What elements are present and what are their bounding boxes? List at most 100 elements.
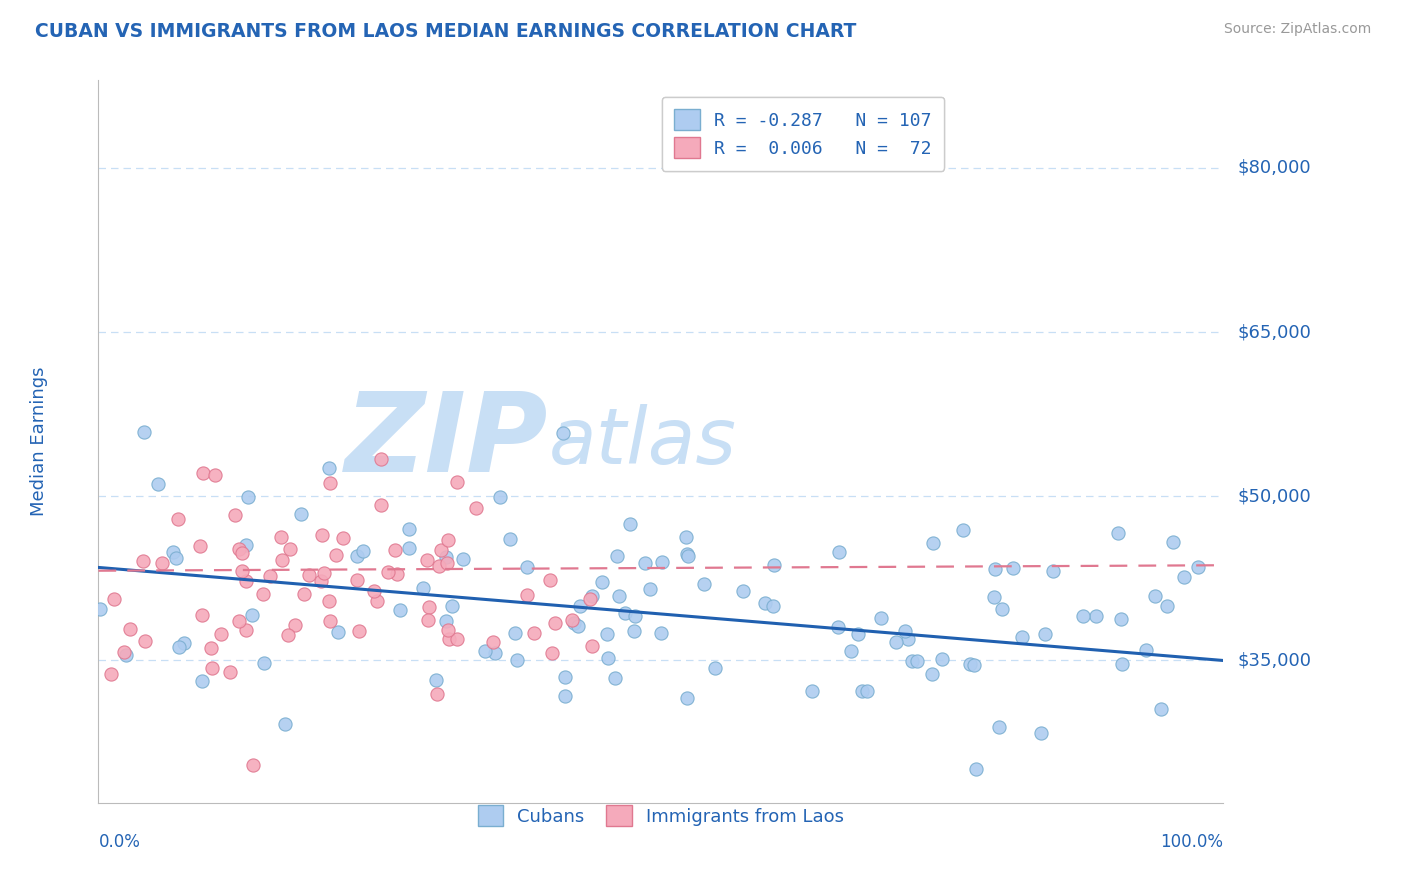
Point <box>1073 609 1095 624</box>
Point <box>1042 564 1064 578</box>
Point <box>363 583 385 598</box>
Point <box>425 673 447 687</box>
Point <box>827 620 849 634</box>
Text: $35,000: $35,000 <box>1237 651 1312 670</box>
Point <box>581 590 603 604</box>
Point <box>607 589 630 603</box>
Point <box>318 461 340 475</box>
Point <box>579 591 602 606</box>
Point <box>855 683 877 698</box>
Point <box>562 616 585 631</box>
Point <box>603 671 626 685</box>
Point <box>640 582 662 597</box>
Point <box>377 565 399 579</box>
Point <box>613 606 636 620</box>
Text: 0.0%: 0.0% <box>98 833 141 851</box>
Point <box>591 574 613 589</box>
Point <box>253 656 276 670</box>
Point <box>762 599 785 614</box>
Point <box>238 490 260 504</box>
Point <box>1156 599 1178 614</box>
Point <box>1173 570 1195 584</box>
Point <box>870 611 893 625</box>
Point <box>332 531 354 545</box>
Point <box>693 577 716 591</box>
Point <box>228 614 250 628</box>
Point <box>312 566 335 580</box>
Point <box>209 627 232 641</box>
Point <box>987 720 1010 734</box>
Point <box>347 624 370 638</box>
Point <box>193 466 215 480</box>
Point <box>704 660 727 674</box>
Point <box>426 687 449 701</box>
Point <box>544 616 567 631</box>
Point <box>200 641 222 656</box>
Point <box>894 624 917 638</box>
Point <box>418 600 440 615</box>
Point <box>489 490 512 504</box>
Point <box>427 559 450 574</box>
Point <box>952 523 974 537</box>
Point <box>959 657 981 671</box>
Point <box>465 500 488 515</box>
Point <box>325 549 347 563</box>
Point <box>554 689 576 703</box>
Text: Median Earnings: Median Earnings <box>30 367 48 516</box>
Point <box>675 530 697 544</box>
Point <box>416 553 439 567</box>
Point <box>538 573 561 587</box>
Point <box>623 624 645 639</box>
Text: Source: ZipAtlas.com: Source: ZipAtlas.com <box>1223 22 1371 37</box>
Point <box>983 562 1005 576</box>
Point <box>503 626 526 640</box>
Point <box>596 651 619 665</box>
Point <box>921 535 943 549</box>
Point <box>896 632 918 647</box>
Text: 100.0%: 100.0% <box>1160 833 1223 851</box>
Point <box>235 574 257 588</box>
Point <box>173 636 195 650</box>
Point <box>1161 534 1184 549</box>
Point <box>886 635 908 649</box>
Point <box>1011 631 1033 645</box>
Point <box>846 626 869 640</box>
Point <box>370 452 392 467</box>
Point <box>965 763 987 777</box>
Point <box>276 628 298 642</box>
Point <box>191 674 214 689</box>
Point <box>434 550 457 565</box>
Point <box>901 654 924 668</box>
Text: ZIP: ZIP <box>344 388 548 495</box>
Point <box>384 543 406 558</box>
Point <box>242 758 264 772</box>
Point <box>561 613 583 627</box>
Point <box>169 640 191 654</box>
Text: CUBAN VS IMMIGRANTS FROM LAOS MEDIAN EARNINGS CORRELATION CHART: CUBAN VS IMMIGRANTS FROM LAOS MEDIAN EAR… <box>35 22 856 41</box>
Point <box>148 477 170 491</box>
Point <box>650 625 672 640</box>
Point <box>204 467 226 482</box>
Point <box>270 553 292 567</box>
Point <box>201 660 224 674</box>
Point <box>278 541 301 556</box>
Point <box>515 588 537 602</box>
Point <box>224 508 246 523</box>
Point <box>328 625 350 640</box>
Point <box>318 593 340 607</box>
Point <box>398 522 420 536</box>
Point <box>1143 589 1166 603</box>
Point <box>389 603 412 617</box>
Point <box>115 648 138 662</box>
Point <box>1111 657 1133 672</box>
Point <box>991 601 1014 615</box>
Point <box>166 512 188 526</box>
Text: atlas: atlas <box>548 403 737 480</box>
Point <box>554 670 576 684</box>
Point <box>541 646 564 660</box>
Point <box>318 475 340 490</box>
Point <box>506 653 529 667</box>
Point <box>439 632 461 647</box>
Point <box>412 581 434 595</box>
Point <box>1085 608 1108 623</box>
